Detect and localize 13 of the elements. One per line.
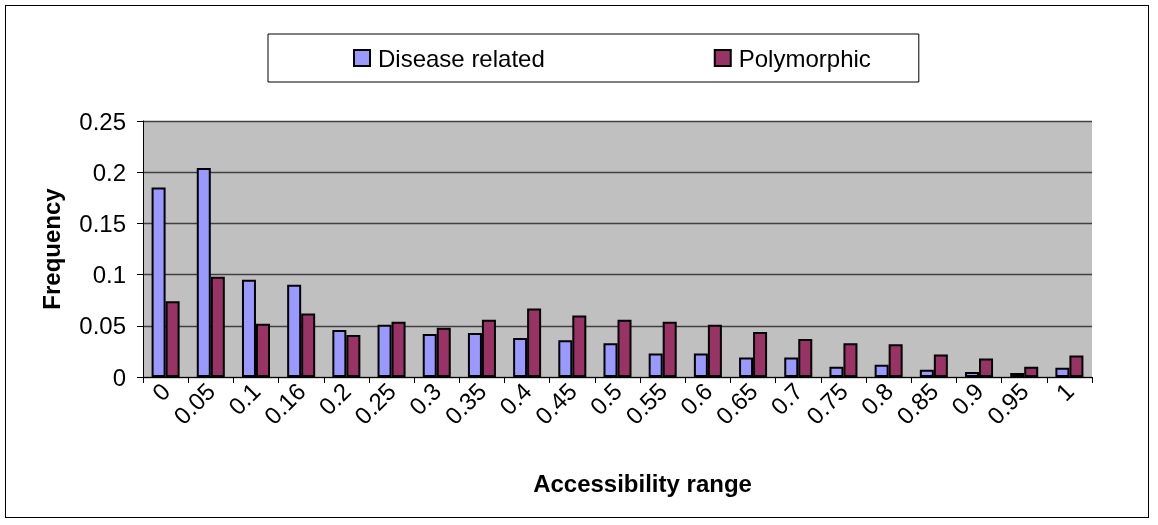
x-tick-label: 1: [1050, 377, 1079, 406]
y-tick-label: 0.25: [79, 107, 126, 135]
y-axis-title: Frequency: [37, 187, 65, 310]
x-tick-label: 0.2: [313, 377, 356, 421]
legend-label: Polymorphic: [738, 44, 871, 72]
y-tick-label: 0.1: [92, 261, 126, 289]
y-tick-label: 0.2: [92, 158, 126, 186]
y-tick-label: 0.15: [79, 209, 126, 237]
y-tick-label: 0.05: [79, 312, 126, 340]
x-tick-label: 0.4: [494, 377, 537, 421]
x-tick-label: 0.1: [222, 377, 266, 421]
legend-label: Disease related: [378, 44, 545, 72]
x-axis-title: Accessibility range: [533, 469, 752, 497]
